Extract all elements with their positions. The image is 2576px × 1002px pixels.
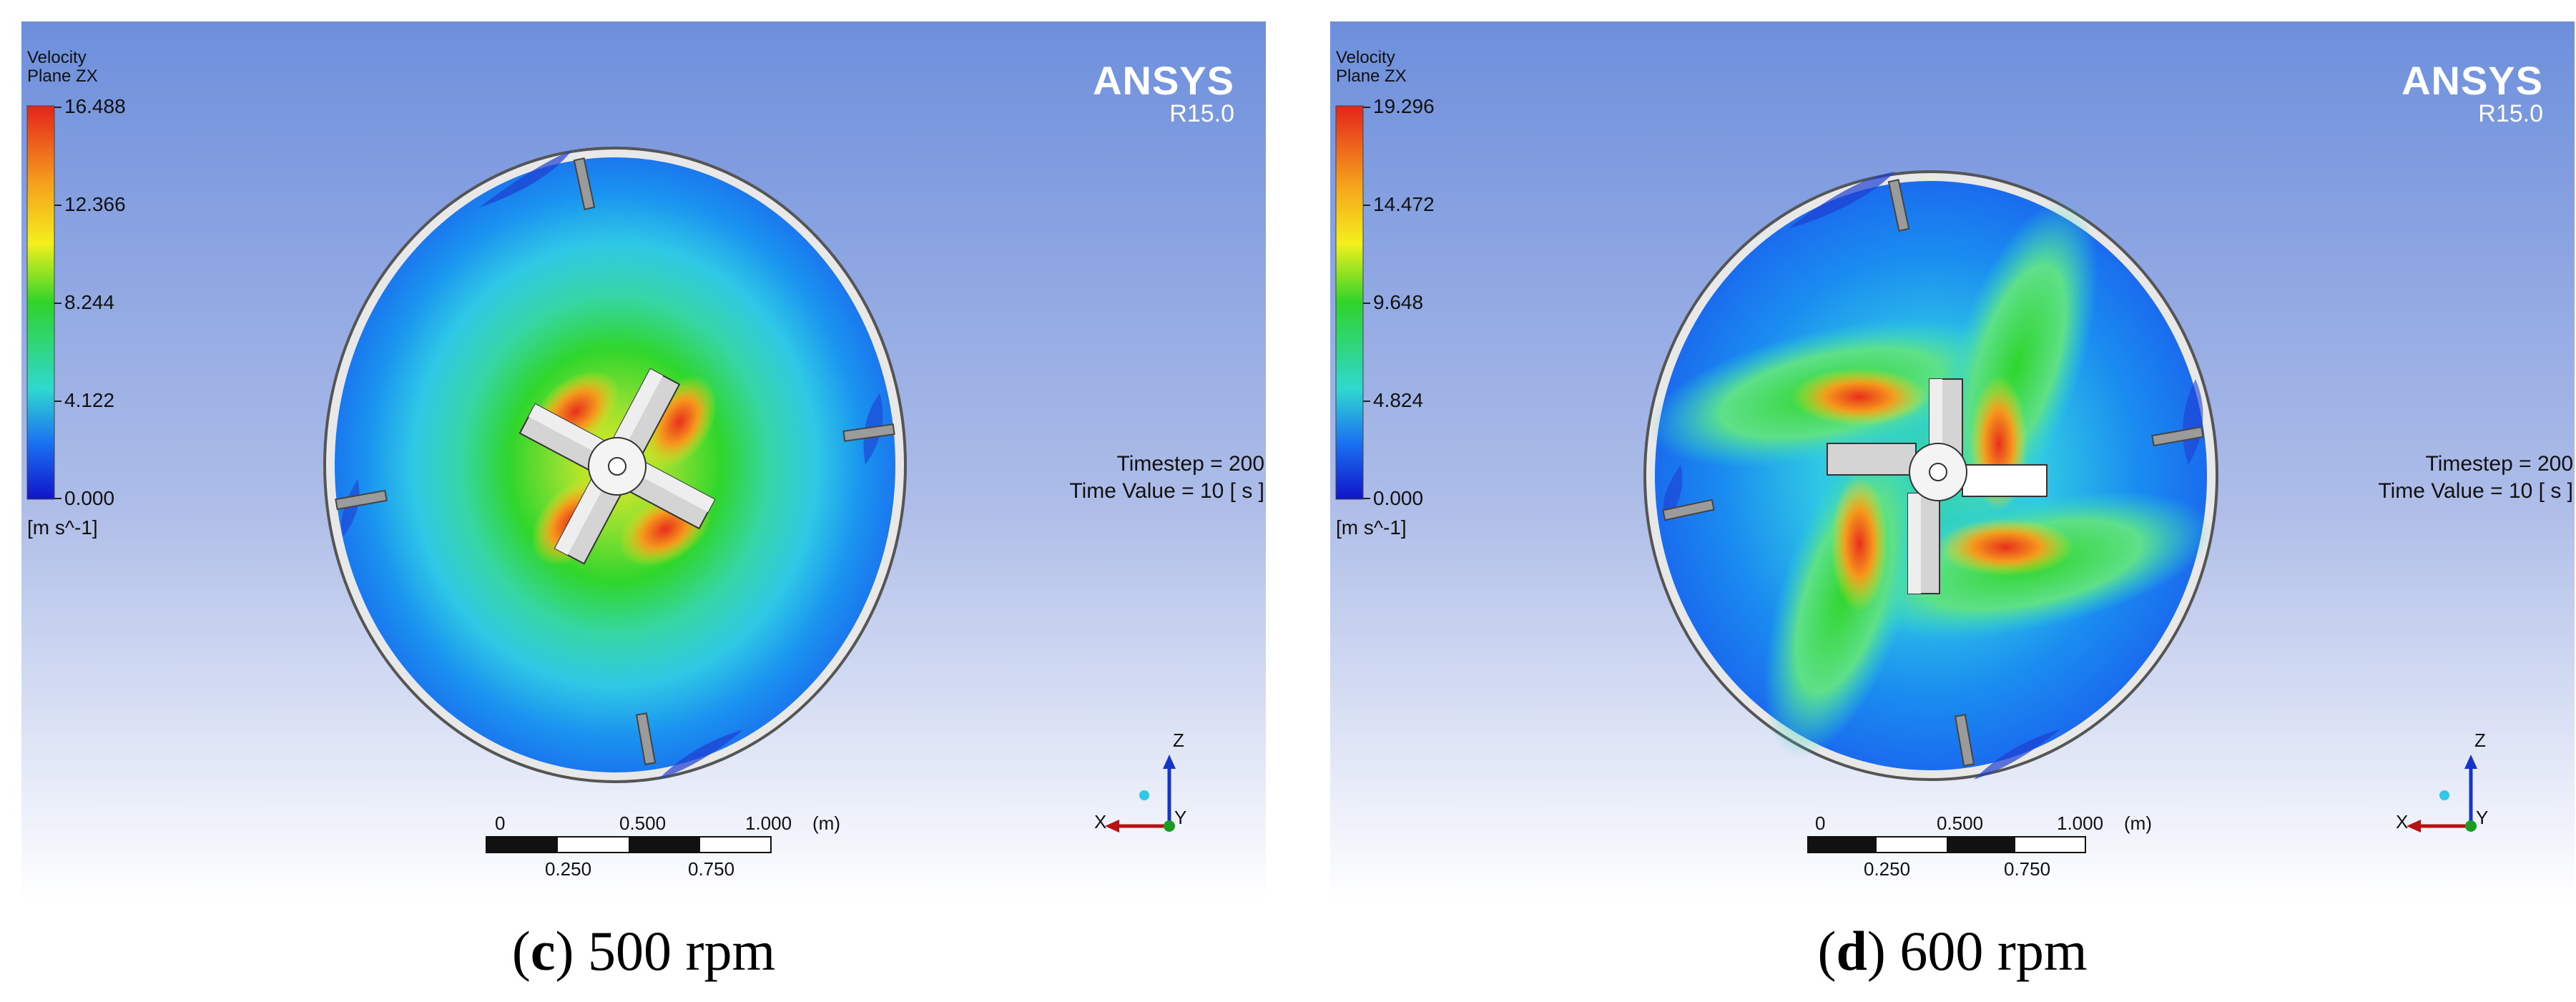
legend-tick-min: 0.000 bbox=[1373, 487, 1424, 509]
time-value-label: Time Value = 10 [ s ] bbox=[2378, 479, 2573, 503]
legend-colorbar bbox=[1335, 105, 1364, 500]
scale-bar bbox=[486, 836, 772, 853]
legend-tick-max: 19.296 bbox=[1373, 95, 1435, 117]
velocity-contour-plot-d bbox=[1330, 21, 2575, 901]
scale-label: 1.000 bbox=[2057, 812, 2104, 834]
caption-c: (c) 500 rpm bbox=[511, 920, 776, 982]
scale-label: 0 bbox=[495, 812, 506, 834]
time-value-label: Time Value = 10 [ s ] bbox=[1069, 479, 1264, 503]
legend-tick: 12.366 bbox=[64, 193, 126, 215]
legend-tick: 4.122 bbox=[64, 389, 115, 411]
legend-title: Velocity bbox=[27, 48, 87, 67]
axis-label-y: Y bbox=[1174, 807, 1187, 828]
cfd-panel-d: Velocity Plane ZX 19.296 14.472 9.648 4.… bbox=[1330, 21, 2575, 901]
scale-label: 0.500 bbox=[1937, 812, 1984, 834]
scale-label: 0.250 bbox=[1864, 858, 1911, 880]
legend-tick-max: 16.488 bbox=[64, 95, 126, 117]
ansys-version: R15.0 bbox=[1169, 100, 1234, 127]
legend-tick: 14.472 bbox=[1373, 193, 1435, 215]
caption-text: 600 rpm bbox=[1885, 920, 2088, 982]
legend-unit: [m s^-1] bbox=[27, 516, 98, 539]
scale-unit: (m) bbox=[812, 812, 840, 834]
legend-tick: 4.824 bbox=[1373, 389, 1424, 411]
legend-subtitle: Plane ZX bbox=[1336, 67, 1407, 86]
legend-tick-min: 0.000 bbox=[64, 487, 115, 509]
caption-letter: d bbox=[1836, 920, 1867, 982]
scale-label: 0 bbox=[1815, 812, 1826, 834]
scale-label: 0.500 bbox=[619, 812, 667, 834]
axis-triad bbox=[1105, 755, 1176, 832]
axis-label-z: Z bbox=[1173, 730, 1184, 751]
scale-bar bbox=[1807, 836, 2086, 853]
axis-label-x: X bbox=[2396, 811, 2409, 832]
timestep-label: Timestep = 200 bbox=[2425, 452, 2574, 476]
scale-label: 0.750 bbox=[2004, 858, 2051, 880]
scale-label: 0.750 bbox=[688, 858, 735, 880]
ansys-logo: ANSYS bbox=[2402, 58, 2543, 103]
cfd-panel-c: Velocity Plane ZX 16.488 12.366 8.244 4.… bbox=[21, 21, 1266, 901]
mixing-tank bbox=[1643, 170, 2218, 781]
scale-unit: (m) bbox=[2124, 812, 2152, 834]
ansys-version: R15.0 bbox=[2478, 100, 2543, 127]
axis-label-z: Z bbox=[2474, 730, 2486, 751]
scale-label: 1.000 bbox=[745, 812, 792, 834]
legend-title: Velocity bbox=[1336, 48, 1395, 67]
mixing-tank bbox=[323, 147, 907, 783]
caption-d: (d) 600 rpm bbox=[1817, 920, 2088, 982]
ansys-logo: ANSYS bbox=[1093, 58, 1234, 103]
legend-tick: 8.244 bbox=[64, 291, 115, 313]
velocity-contour-plot-c bbox=[21, 21, 1266, 901]
axis-label-y: Y bbox=[2476, 807, 2489, 828]
caption-text: 500 rpm bbox=[574, 920, 776, 982]
legend-unit: [m s^-1] bbox=[1336, 516, 1407, 539]
axis-label-x: X bbox=[1094, 811, 1107, 832]
legend-subtitle: Plane ZX bbox=[27, 67, 98, 86]
axis-triad bbox=[2407, 755, 2477, 832]
timestep-label: Timestep = 200 bbox=[1116, 452, 1265, 476]
scale-label: 0.250 bbox=[545, 858, 592, 880]
legend-colorbar bbox=[26, 105, 55, 500]
caption-letter: c bbox=[530, 920, 556, 982]
legend-tick: 9.648 bbox=[1373, 291, 1424, 313]
